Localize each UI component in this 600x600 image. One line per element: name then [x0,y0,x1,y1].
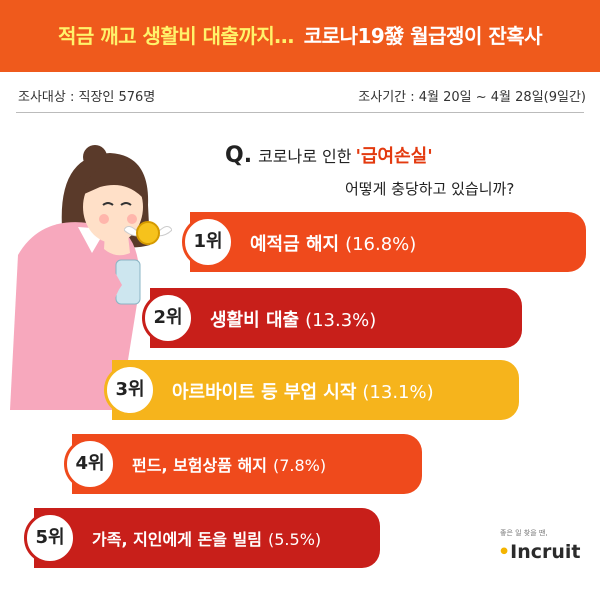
bar-label-3: 아르바이트 등 부업 시작 (13.1%) [172,378,434,404]
question-line2: 어떻게 충당하고 있습니까? [345,180,515,198]
logo-tagline: 좋은 일 찾을 땐, [500,529,548,537]
question-keyword: '급여손실' [355,146,433,167]
survey-target: 조사대상 : 직장인 576명 [18,90,156,105]
arm [96,267,122,335]
bar-value-4: (7.8%) [272,456,327,475]
worried-woman-illustration [10,145,150,410]
rank-badge-1: 1위 [182,216,234,268]
rank-badge-4: 4위 [64,438,116,490]
rank-badge-2: 2위 [142,292,194,344]
bar-label-text-1: 예적금 해지 [250,234,340,255]
bar-label-text-3: 아르바이트 등 부업 시작 [172,382,357,403]
flying-coin-icon [124,221,172,245]
bar-label-text-2: 생활비 대출 [210,310,300,331]
bar-rank-2 [150,288,523,348]
bar-rank-1 [190,212,586,272]
question-prefix: Q. [225,143,253,168]
bar-rank-4 [72,434,422,494]
bar-label-2: 생활비 대출 (13.3%) [210,306,376,332]
logo-dot: • [498,541,511,563]
face [83,171,143,243]
title-part1: 적금 깨고 생활비 대출까지… [57,24,294,48]
blush-left [99,214,109,224]
bar-value-2: (13.3%) [305,310,377,331]
bar-label-5: 가족, 지인에게 돈을 빌림 (5.5%) [92,526,321,550]
body-shirt [10,222,140,410]
hair-front [82,165,143,197]
divider [16,112,584,113]
rank-badge-5: 5위 [24,512,76,564]
bar-label-text-5: 가족, 지인에게 돈을 빌림 [92,530,262,549]
eye-left [102,202,114,206]
logo-name: Incruit [510,541,581,563]
bar-value-3: (13.1%) [362,382,434,403]
bar-label-text-4: 펀드, 보험상품 해지 [132,456,267,475]
blush-right [127,214,137,224]
hair-bun [83,145,107,169]
bar-rank-3 [112,360,519,420]
question-line1: Q. 코로나로 인한 '급여손실' [225,142,433,168]
rank-badge-3: 3위 [104,364,156,416]
bar-value-1: (16.8%) [345,234,417,255]
eye-right [120,202,132,206]
title-part2: 코로나19發 월급쟁이 잔혹사 [303,24,543,48]
page-title: 적금 깨고 생활비 대출까지… 코로나19發 월급쟁이 잔혹사 [0,0,600,72]
bar-value-5: (5.5%) [268,530,322,549]
bar-label-1: 예적금 해지 (16.8%) [250,230,416,256]
survey-period: 조사기간 : 4월 20일 ~ 4월 28일(9일간) [358,90,586,105]
bar-rank-5 [34,508,380,568]
header-banner [0,0,600,72]
hand [104,233,130,256]
incruit-logo: •Incruit [498,541,581,563]
bar-label-4: 펀드, 보험상품 해지 (7.8%) [132,452,326,476]
question-text: 코로나로 인한 [258,147,352,166]
